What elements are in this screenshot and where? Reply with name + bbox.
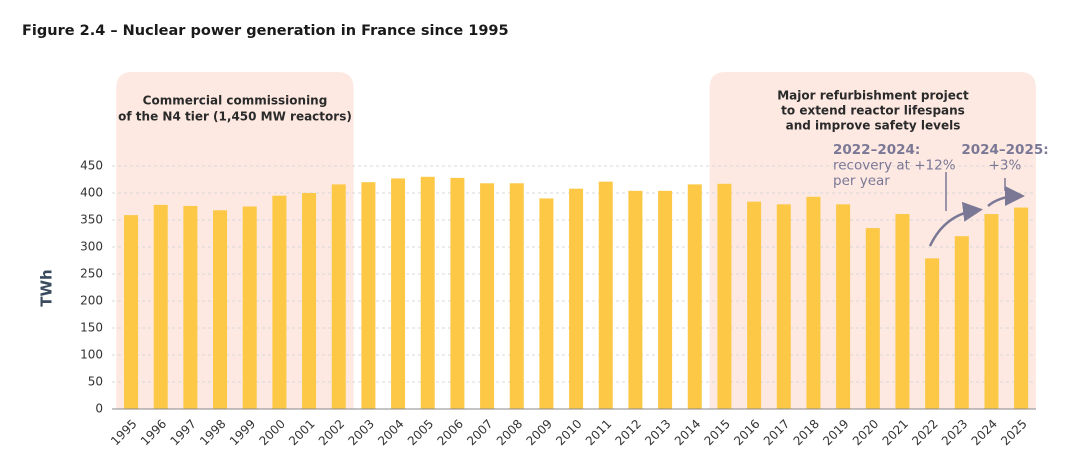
annotation: recovery at +12% [833, 158, 956, 174]
x-tick-label: 2001 [286, 417, 317, 448]
x-tick-label: 2006 [435, 417, 466, 448]
x-tick-label: 2023 [939, 417, 970, 448]
x-tick-label: 1997 [167, 417, 198, 448]
x-tick-label: 2010 [553, 417, 584, 448]
bar [687, 184, 702, 409]
x-tick-label: 2015 [702, 417, 733, 448]
annotation: 2022–2024: [833, 142, 920, 158]
x-tick-label: 2003 [345, 417, 376, 448]
bar [331, 184, 346, 409]
x-tick-label: 2013 [642, 417, 673, 448]
bar [539, 198, 554, 409]
x-tick-label: 2014 [672, 417, 703, 448]
y-tick-label: 350 [80, 213, 103, 227]
bar [509, 183, 524, 409]
bar [124, 215, 139, 409]
bar [391, 178, 406, 409]
bar [925, 258, 940, 409]
bar [598, 181, 613, 409]
x-tick-label: 2005 [405, 417, 436, 448]
x-tick-label: 2002 [316, 417, 347, 448]
y-tick-label: 100 [80, 348, 103, 362]
x-tick-label: 2025 [998, 417, 1029, 448]
x-tick-label: 2009 [524, 417, 555, 448]
x-tick-label: 2024 [969, 417, 1000, 448]
bar [658, 190, 673, 409]
x-tick-label: 2016 [731, 417, 762, 448]
x-tick-label: 1995 [108, 417, 139, 448]
bar [213, 210, 228, 409]
x-tick-label: 2019 [820, 417, 851, 448]
x-tick-label: 1996 [138, 417, 169, 448]
x-tick-label: 2000 [256, 417, 287, 448]
bar [302, 193, 317, 409]
bar [717, 183, 732, 409]
bar [480, 183, 495, 409]
annotation: and improve safety levels [786, 119, 961, 133]
bar [984, 214, 999, 409]
bar [361, 182, 376, 409]
x-tick-label: 2020 [850, 417, 881, 448]
bar [806, 196, 821, 409]
bar [242, 206, 257, 409]
y-tick-label: 0 [95, 402, 103, 416]
bar [1014, 207, 1029, 409]
bar [954, 236, 969, 409]
highlight-region [116, 72, 354, 409]
annotation: Commercial commissioning [143, 94, 328, 108]
x-tick-label: 2011 [583, 417, 614, 448]
bar [628, 190, 643, 409]
arrow [928, 201, 983, 247]
chart-title: Figure 2.4 – Nuclear power generation in… [22, 23, 509, 39]
x-tick-label: 2018 [791, 417, 822, 448]
y-tick-label: 200 [80, 294, 103, 308]
bar [747, 201, 762, 409]
annotation: of the N4 tier (1,450 MW reactors) [118, 110, 352, 124]
y-tick-label: 150 [80, 321, 103, 335]
annotation: to extend reactor lifespans [781, 104, 965, 118]
annotation: per year [833, 173, 890, 189]
y-tick-label: 400 [80, 186, 103, 200]
bar [569, 188, 584, 409]
y-tick-label: 50 [88, 375, 103, 389]
y-axis-title: TWh [38, 269, 56, 306]
x-tick-label: 2021 [880, 417, 911, 448]
y-tick-label: 300 [80, 240, 103, 254]
bar [272, 195, 287, 409]
bar [450, 177, 465, 409]
x-tick-label: 2017 [761, 417, 792, 448]
x-tick-label: 2012 [613, 417, 644, 448]
bar [183, 205, 198, 409]
bar [895, 214, 910, 409]
x-tick-label: 2022 [909, 417, 940, 448]
x-tick-label: 2008 [494, 417, 525, 448]
y-tick-label: 250 [80, 267, 103, 281]
bar [776, 204, 791, 409]
arrow [987, 186, 1025, 207]
annotation: +3% [989, 158, 1022, 174]
bar [153, 204, 168, 409]
bar [836, 204, 851, 409]
x-tick-label: 2004 [375, 417, 406, 448]
x-tick-label: 1999 [227, 417, 258, 448]
annotation: Major refurbishment project [777, 89, 969, 103]
annotation: 2024–2025: [961, 142, 1048, 158]
bar [865, 228, 880, 409]
y-tick-label: 450 [80, 159, 103, 173]
x-tick-label: 2007 [464, 417, 495, 448]
x-tick-label: 1998 [197, 417, 228, 448]
bar [420, 176, 435, 409]
